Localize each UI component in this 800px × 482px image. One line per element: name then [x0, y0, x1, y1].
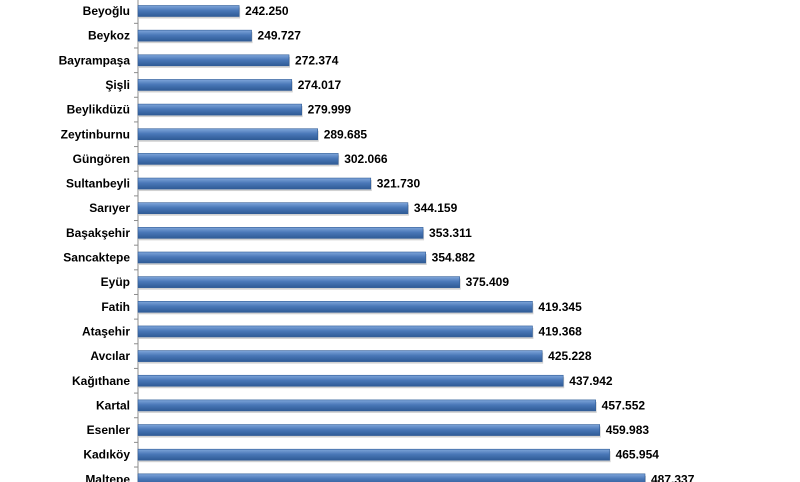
value-label: 437.942: [569, 374, 613, 388]
value-label: 375.409: [466, 275, 510, 289]
category-label: Kağıthane: [72, 374, 130, 388]
category-label: Kadıköy: [83, 448, 130, 462]
value-label: 279.999: [308, 103, 352, 117]
bar: [137, 202, 409, 214]
value-label: 272.374: [295, 53, 339, 67]
category-label: Güngören: [73, 152, 130, 166]
bar: [137, 227, 424, 239]
category-label: Beykoz: [88, 29, 130, 43]
category-label: Beylikdüzü: [67, 103, 130, 117]
bar: [137, 448, 610, 461]
value-label: 321.730: [377, 177, 421, 191]
category-label: Bayrampaşa: [59, 53, 131, 67]
value-label: 487.337: [651, 472, 695, 482]
category-label: Zeytinburnu: [61, 127, 130, 141]
bar: [137, 251, 426, 264]
value-label: 249.727: [258, 29, 302, 43]
bar: [137, 5, 240, 17]
bar: [137, 374, 564, 387]
value-label: 353.311: [429, 226, 472, 240]
value-label: 344.159: [414, 201, 458, 215]
category-label: Maltepe: [85, 472, 130, 482]
category-label: Sarıyer: [89, 201, 130, 215]
category-label: Esenler: [87, 423, 131, 437]
value-label: 425.228: [548, 349, 592, 363]
bar: [137, 54, 290, 67]
bar: [137, 399, 596, 412]
bars-group: Beyoğlu 242.250 Beykoz 249.727 Bayrampaşa 272…: [59, 4, 695, 482]
value-label: 242.250: [245, 4, 289, 18]
category-label: Eyüp: [101, 275, 130, 289]
bar: [137, 128, 319, 141]
value-label: 459.983: [606, 423, 650, 437]
bar: [137, 473, 646, 482]
bar: [137, 79, 293, 91]
bar: [137, 350, 543, 362]
category-label: Kartal: [96, 398, 130, 412]
value-label: 465.954: [616, 448, 660, 462]
category-label: Fatih: [101, 300, 130, 314]
category-label: Ataşehir: [82, 324, 130, 338]
value-label: 419.345: [538, 300, 582, 314]
value-label: 274.017: [298, 78, 342, 92]
category-label: Avcılar: [90, 349, 130, 363]
value-label: 354.882: [432, 251, 476, 265]
bar: [137, 177, 372, 190]
category-label: Sancaktepe: [63, 251, 130, 265]
value-label: 419.368: [538, 324, 582, 338]
bar: [137, 424, 601, 436]
category-label: Beyoğlu: [83, 4, 130, 18]
bar: [137, 103, 302, 116]
value-label: 457.552: [602, 398, 646, 412]
category-label: Şişli: [105, 78, 130, 92]
value-label: 289.685: [324, 127, 368, 141]
category-label: Başakşehir: [66, 226, 130, 240]
bar: [137, 29, 252, 42]
bar: [137, 325, 533, 338]
bar: [137, 153, 339, 165]
category-label: Sultanbeyli: [66, 177, 130, 191]
bar: [137, 300, 533, 313]
bar: [137, 276, 460, 288]
value-label: 302.066: [344, 152, 388, 166]
